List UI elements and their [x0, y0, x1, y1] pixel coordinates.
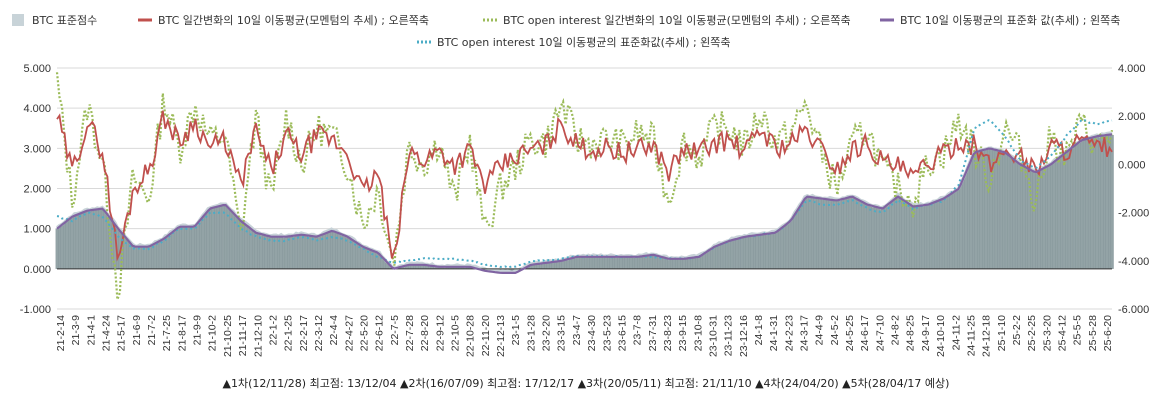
x-tick-label: 22-3-12 — [313, 315, 325, 351]
legend-label-area: BTC 표준점수 — [32, 14, 97, 27]
x-axis: 21-2-14 21-3-9 21-4-1 21-4-24 21-5-17 21-6-9 2… — [55, 315, 1114, 357]
x-tick-label: 23-7-31 — [647, 315, 659, 351]
left-tick-label: 3.000 — [23, 143, 51, 155]
legend: BTC 표준점수 BTC 일간변화의 10일 이동평균(모멘텀의 추세) ; 오른… — [12, 13, 1120, 49]
x-tick-label: 23-1-28 — [525, 315, 537, 351]
x-tick-label: 21-7-25 — [161, 315, 173, 351]
x-tick-label: 25-2-25 — [1026, 315, 1038, 351]
x-tick-label: 21-9-9 — [192, 315, 204, 346]
x-tick-label: 22-7-28 — [404, 315, 416, 351]
area-bar — [1110, 134, 1114, 269]
x-tick-label: 24-3-17 — [799, 315, 811, 351]
right-tick-label: -4.000 — [1118, 256, 1149, 268]
footnote: ▲1차(12/11/28) 최고점: 13/12/04 ▲2차(16/07/09… — [223, 377, 950, 390]
x-tick-label: 24-5-2 — [829, 315, 841, 346]
x-tick-label: 22-10-28 — [465, 315, 477, 357]
x-tick-label: 24-1-8 — [753, 315, 765, 346]
x-tick-label: 24-1-31 — [768, 315, 780, 351]
x-tick-label: 23-6-15 — [616, 315, 628, 351]
x-tick-label: 22-8-20 — [419, 315, 431, 351]
x-tick-label: 21-12-10 — [252, 315, 264, 357]
x-tick-label: 23-12-16 — [738, 315, 750, 357]
x-tick-label: 23-10-31 — [707, 315, 719, 357]
x-tick-label: 24-9-17 — [920, 315, 932, 351]
left-tick-label: 2.000 — [23, 184, 51, 196]
x-tick-label: 22-12-13 — [495, 315, 507, 357]
x-tick-label: 22-5-20 — [358, 315, 370, 351]
x-tick-label: 23-4-7 — [571, 315, 583, 346]
right-tick-label: 4.000 — [1118, 63, 1146, 75]
x-tick-label: 24-11-2 — [950, 315, 962, 351]
left-tick-label: 1.000 — [23, 224, 51, 236]
x-tick-label: 25-5-5 — [1072, 315, 1084, 346]
x-tick-label: 23-1-5 — [510, 315, 522, 346]
x-tick-label: 22-4-4 — [328, 315, 340, 346]
x-tick-label: 24-11-25 — [965, 315, 977, 356]
x-tick-label: 21-10-2 — [207, 315, 219, 351]
x-tick-label: 24-10-10 — [935, 315, 947, 357]
x-tick-label: 23-10-8 — [692, 315, 704, 351]
x-tick-label: 24-4-9 — [814, 315, 826, 346]
x-tick-label: 23-4-30 — [586, 315, 598, 351]
x-tick-label: 25-2-2 — [1011, 315, 1023, 346]
left-tick-label: -1.000 — [20, 304, 51, 316]
x-tick-label: 21-11-17 — [237, 315, 249, 356]
x-tick-label: 25-1-10 — [996, 315, 1008, 351]
x-tick-label: 24-6-17 — [859, 315, 871, 351]
right-tick-label: -6.000 — [1118, 304, 1149, 316]
legend-label-red: BTC 일간변화의 10일 이동평균(모멘텀의 추세) ; 오른쪽축 — [158, 13, 429, 27]
x-tick-label: 24-8-25 — [905, 315, 917, 351]
x-tick-label: 25-6-20 — [1102, 315, 1114, 351]
x-tick-label: 22-7-5 — [389, 315, 401, 346]
right-tick-label: 2.000 — [1118, 111, 1146, 123]
x-tick-label: 21-7-2 — [146, 315, 158, 346]
x-tick-label: 25-3-20 — [1041, 315, 1053, 351]
x-tick-label: 23-8-23 — [662, 315, 674, 351]
x-tick-label: 24-2-23 — [783, 315, 795, 351]
legend-label-green: BTC open interest 일간변화의 10일 이동평균(모멘텀의 추세… — [503, 13, 851, 27]
x-tick-label: 25-4-12 — [1056, 315, 1068, 351]
x-tick-label: 21-4-1 — [85, 315, 97, 346]
right-axis: -6.000 -4.000 -2.000 0.000 2.000 4.000 — [1118, 63, 1149, 316]
x-tick-label: 21-2-14 — [55, 315, 67, 351]
x-tick-label: 22-4-27 — [343, 315, 355, 351]
plot-area — [55, 72, 1114, 300]
x-tick-label: 23-9-15 — [677, 315, 689, 351]
x-tick-label: 24-12-18 — [981, 315, 993, 357]
x-tick-label: 23-11-23 — [723, 315, 735, 356]
x-tick-label: 25-5-28 — [1087, 315, 1099, 351]
x-tick-label: 21-5-17 — [116, 315, 128, 351]
right-tick-label: -2.000 — [1118, 208, 1149, 220]
x-tick-label: 22-10-5 — [450, 315, 462, 351]
series-momentum — [56, 110, 1113, 262]
x-tick-label: 21-10-25 — [222, 315, 234, 357]
x-tick-label: 22-6-12 — [374, 315, 386, 351]
x-tick-label: 21-4-24 — [101, 315, 113, 351]
x-tick-label: 22-11-20 — [480, 315, 492, 356]
x-tick-label: 22-1-2 — [267, 315, 279, 346]
x-tick-label: 23-2-20 — [541, 315, 553, 351]
x-tick-label: 23-3-15 — [556, 315, 568, 351]
x-tick-label: 22-1-25 — [283, 315, 295, 351]
left-axis: -1.000 0.000 1.000 2.000 3.000 4.000 5.000 — [20, 63, 51, 316]
x-tick-label: 24-8-2 — [890, 315, 902, 346]
legend-swatch-area — [12, 14, 24, 26]
legend-label-purple: BTC 10일 이동평균의 표준화 값(추세) ; 왼쪽축 — [900, 13, 1120, 27]
x-tick-label: 23-7-8 — [632, 315, 644, 346]
right-tick-label: 0.000 — [1118, 159, 1146, 171]
x-tick-label: 24-7-10 — [874, 315, 886, 351]
x-tick-label: 22-9-12 — [434, 315, 446, 351]
x-tick-label: 24-5-25 — [844, 315, 856, 351]
series-trend — [56, 133, 1113, 274]
left-tick-label: 4.000 — [23, 103, 51, 115]
x-tick-label: 21-3-9 — [70, 315, 82, 346]
x-tick-label: 21-6-9 — [131, 315, 143, 346]
left-tick-label: 5.000 — [23, 63, 51, 75]
left-tick-label: 0.000 — [23, 264, 51, 276]
legend-label-cyan: BTC open interest 10일 이동평균의 표준화값(추세) ; 왼… — [437, 35, 731, 49]
x-tick-label: 21-8-17 — [176, 315, 188, 351]
x-tick-label: 22-2-17 — [298, 315, 310, 351]
x-tick-label: 23-5-23 — [601, 315, 613, 351]
